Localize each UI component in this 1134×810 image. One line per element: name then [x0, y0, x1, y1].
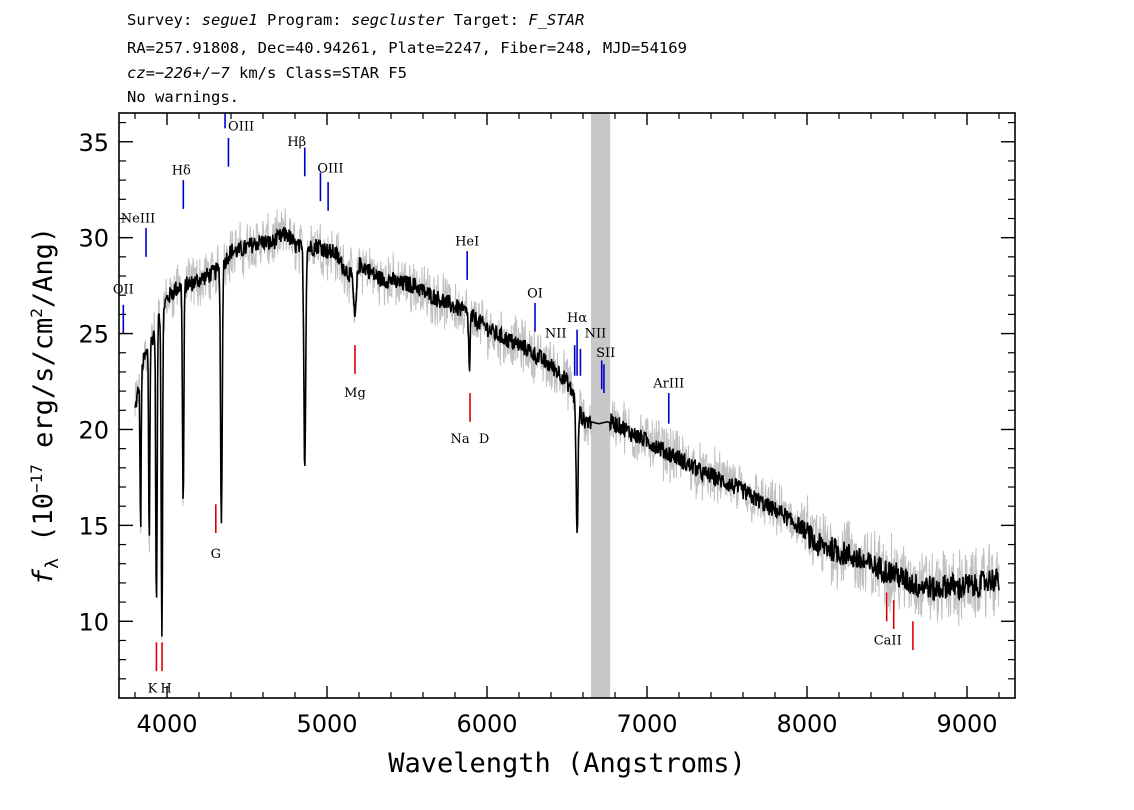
error-trace [134, 208, 1000, 640]
y-tick-label: 20 [78, 416, 109, 444]
header-line-2: RA=257.91808, Dec=40.94261, Plate=2247, … [127, 39, 687, 57]
line-label-nii: NII [545, 327, 567, 342]
y-axis-title-part: λ [42, 558, 63, 569]
line-label-d: D [479, 432, 489, 447]
y-tick-label: 35 [78, 129, 109, 157]
x-tick-label: 5000 [296, 710, 357, 738]
plot-frame [118, 112, 1016, 699]
x-axis-title: Wavelength (Angstroms) [388, 748, 746, 779]
survey-key: Survey: [127, 11, 202, 29]
survey-value: segue1 [201, 11, 258, 29]
line-label-oii: OII [113, 282, 134, 297]
header-line-4: No warnings. [127, 88, 239, 106]
y-axis-title-part: −17 [27, 464, 46, 493]
cz-key: cz= [127, 64, 155, 82]
line-label-na: Na [450, 432, 469, 447]
y-axis-title-part: erg/s/cm [28, 318, 59, 464]
y-axis-title-part: f [28, 568, 59, 585]
line-label-k: K [148, 681, 158, 696]
y-axis-title-part: /Ang) [28, 227, 59, 308]
x-tick-label: 6000 [456, 710, 517, 738]
line-label-g: G [211, 547, 221, 562]
line-label-hα: Hα [567, 311, 587, 326]
y-tick-label: 30 [78, 225, 109, 253]
x-tick-label: 8000 [776, 710, 837, 738]
line-label-neiii: NeIII [121, 211, 155, 226]
line-label-hβ: Hβ [287, 135, 306, 150]
y-axis-title-part: 2 [27, 308, 46, 318]
y-tick-label: 15 [78, 512, 109, 540]
cz-value: −226+/−7 [155, 64, 230, 82]
line-label-caii: CaII [874, 633, 902, 648]
program-key: Program: [257, 11, 351, 29]
line-label-mg: Mg [344, 386, 366, 401]
y-tick-label: 25 [78, 321, 109, 349]
y-tick-label: 10 [78, 608, 109, 636]
x-tick-label: 4000 [136, 710, 197, 738]
line-label-hδ: Hδ [172, 164, 191, 179]
line-label-nii: NII [585, 327, 607, 342]
line-label-hei: HeI [455, 235, 479, 250]
line-label-oi: OI [527, 286, 543, 301]
masked-region [591, 113, 611, 698]
line-label-ariii: ArIII [652, 376, 684, 391]
program-value: segcluster [350, 11, 445, 29]
target-key: Target: [444, 11, 529, 29]
line-label-h: H [160, 681, 171, 696]
x-tick-label: 7000 [616, 710, 677, 738]
target-value: F_STAR [528, 11, 585, 29]
line-label-sii: SII [596, 346, 615, 361]
cz-rest: km/s Class=STAR F5 [229, 64, 407, 82]
line-label-oiii: OIII [317, 162, 343, 177]
y-axis-title-part: (10 [28, 493, 59, 558]
header-line-1: Survey: segue1 Program: segcluster Targe… [127, 9, 584, 31]
flux-trace [134, 227, 1000, 637]
header-line-3: cz=−226+/−7 km/s Class=STAR F5 [127, 62, 407, 84]
y-axis-title: fλ (10−17 erg/s/cm2/Ang) [27, 227, 63, 585]
line-label-oiii: OIII [228, 119, 254, 134]
x-tick-label: 9000 [936, 710, 997, 738]
